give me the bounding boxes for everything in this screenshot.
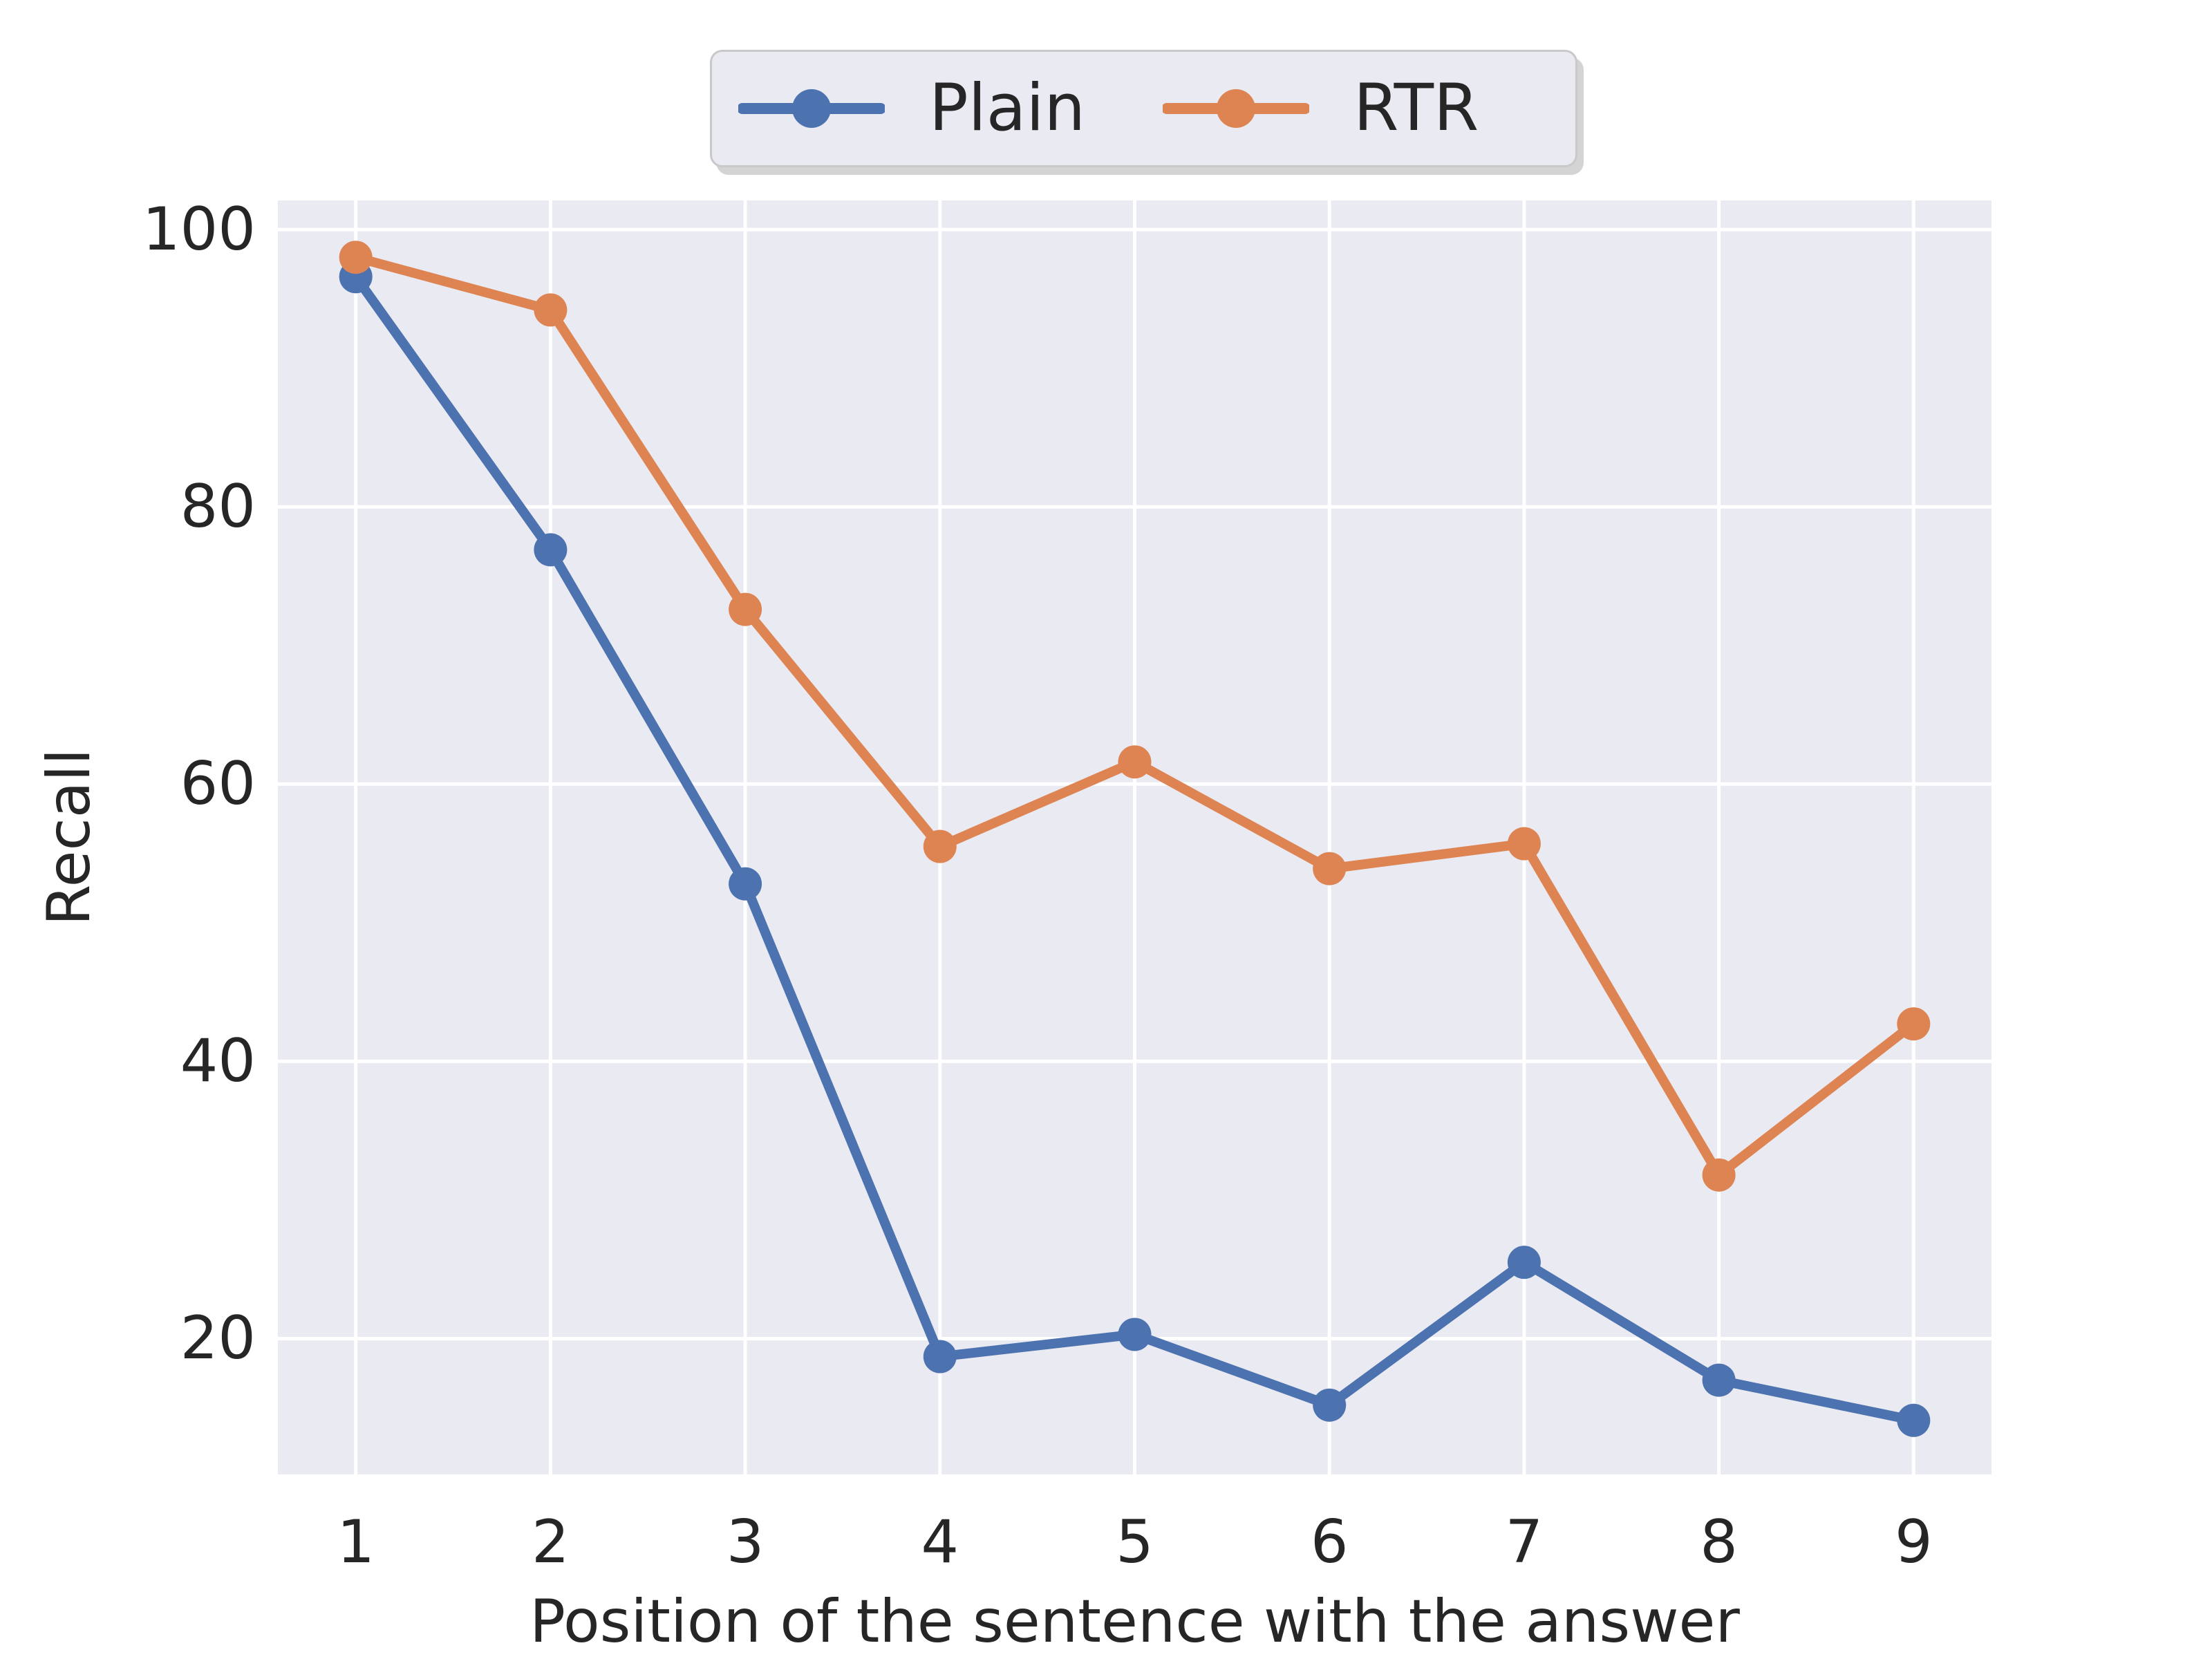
- x-tick-label: 6: [1310, 1508, 1349, 1577]
- x-tick-label: 7: [1505, 1508, 1544, 1577]
- x-tick-label: 4: [921, 1508, 959, 1577]
- legend-item-plain[interactable]: Plain: [738, 76, 1085, 141]
- rtr-line-marker-icon: [1163, 89, 1310, 128]
- y-tick-label: 100: [142, 195, 256, 265]
- plain-line-marker-icon: [738, 89, 885, 128]
- legend-item-rtr[interactable]: RTR: [1163, 76, 1479, 141]
- x-tick-label: 9: [1894, 1508, 1933, 1577]
- plot-area: [278, 200, 1991, 1474]
- legend-label-plain: Plain: [929, 71, 1086, 146]
- x-axis-label: Position of the sentence with the answer: [529, 1587, 1740, 1656]
- y-axis-label: Recall: [35, 748, 104, 926]
- y-tick-label: 80: [180, 472, 256, 542]
- legend: Plain RTR: [710, 50, 1577, 167]
- x-tick-label: 8: [1700, 1508, 1738, 1577]
- legend-label-rtr: RTR: [1353, 71, 1479, 146]
- y-tick-label: 40: [180, 1027, 256, 1096]
- x-tick-label: 3: [726, 1508, 765, 1577]
- line-chart: [278, 200, 1991, 1474]
- y-tick-label: 60: [180, 749, 256, 819]
- x-tick-label: 1: [337, 1508, 375, 1577]
- x-tick-label: 2: [532, 1508, 570, 1577]
- x-tick-label: 5: [1116, 1508, 1154, 1577]
- y-tick-label: 20: [180, 1304, 256, 1374]
